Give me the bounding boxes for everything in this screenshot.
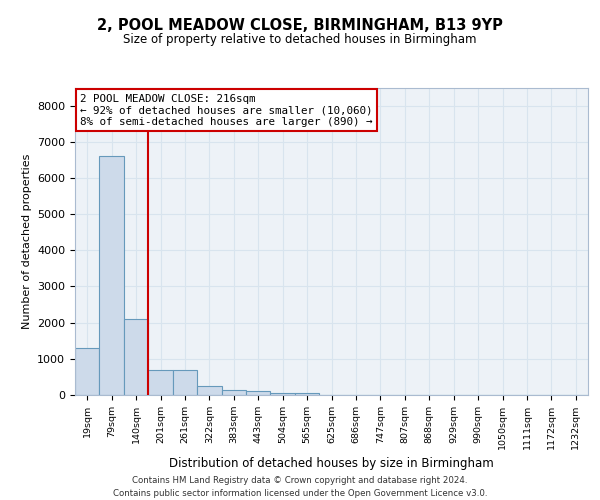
Bar: [75, 348, 100, 395]
Bar: [197, 386, 221, 395]
Bar: [124, 319, 148, 395]
Bar: [271, 393, 295, 395]
Text: 2, POOL MEADOW CLOSE, BIRMINGHAM, B13 9YP: 2, POOL MEADOW CLOSE, BIRMINGHAM, B13 9Y…: [97, 18, 503, 32]
Text: Size of property relative to detached houses in Birmingham: Size of property relative to detached ho…: [123, 32, 477, 46]
Text: Contains HM Land Registry data © Crown copyright and database right 2024.
Contai: Contains HM Land Registry data © Crown c…: [113, 476, 487, 498]
Bar: [295, 393, 319, 395]
X-axis label: Distribution of detached houses by size in Birmingham: Distribution of detached houses by size …: [169, 458, 494, 470]
Bar: [148, 370, 173, 395]
Text: 2 POOL MEADOW CLOSE: 216sqm
← 92% of detached houses are smaller (10,060)
8% of : 2 POOL MEADOW CLOSE: 216sqm ← 92% of det…: [80, 94, 373, 127]
Y-axis label: Number of detached properties: Number of detached properties: [22, 154, 32, 329]
Bar: [221, 390, 246, 395]
Bar: [173, 370, 197, 395]
Bar: [246, 392, 271, 395]
Bar: [100, 156, 124, 395]
